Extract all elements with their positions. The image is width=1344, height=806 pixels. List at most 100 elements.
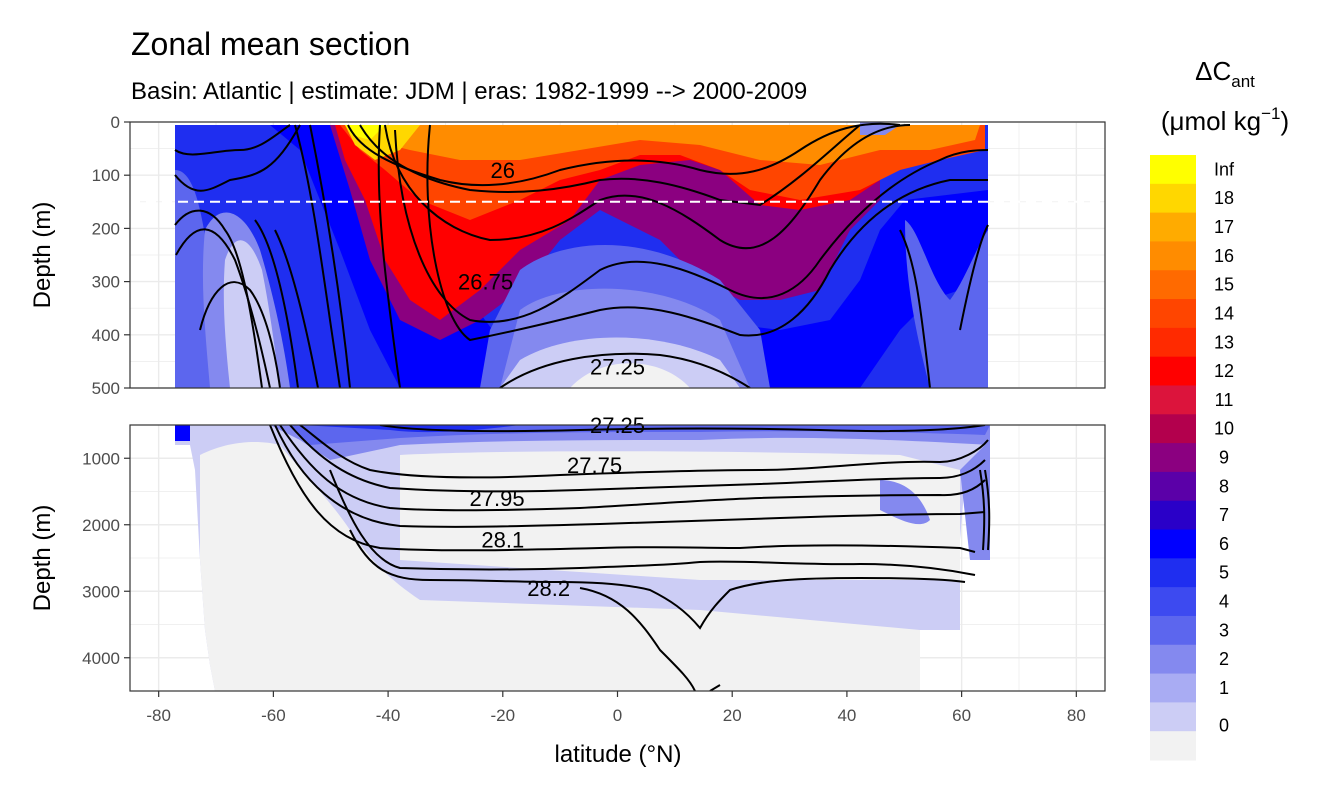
chart-title: Zonal mean section — [131, 26, 410, 62]
contour-u14 — [394, 129, 989, 323]
contour-u6 — [254, 219, 299, 388]
y-tick-label: 4000 — [82, 649, 120, 668]
legend-swatch — [1150, 731, 1196, 761]
legend-swatch — [1150, 443, 1196, 473]
contour-l9 — [579, 587, 696, 691]
cant-fill-l2 — [200, 442, 920, 691]
contour-l2 — [299, 425, 989, 479]
legend-level-label: 18 — [1214, 188, 1234, 208]
legend-swatch — [1150, 702, 1196, 732]
contour-u3 — [174, 209, 263, 388]
cant-fill-u9 — [345, 125, 980, 165]
legend-swatch — [1150, 385, 1196, 415]
legend-level-label: 0 — [1219, 715, 1229, 735]
legend-swatch — [1150, 673, 1196, 703]
contour-l3 — [289, 425, 986, 493]
x-tick-label: 40 — [837, 706, 856, 725]
legend-level-label: 5 — [1219, 563, 1229, 583]
upper-panel-contours — [174, 122, 989, 388]
x-tick-label: 60 — [952, 706, 971, 725]
contour-u13 — [384, 124, 911, 250]
legend-swatch — [1150, 644, 1196, 675]
legend-level-label: 9 — [1219, 448, 1229, 468]
legend-swatch — [1150, 299, 1196, 329]
legend-level-label: 10 — [1214, 419, 1234, 439]
y-tick-label: 3000 — [82, 582, 120, 601]
x-tick-label: 20 — [723, 706, 742, 725]
legend-swatch — [1150, 615, 1196, 646]
x-tick-label: 80 — [1067, 706, 1086, 725]
legend-swatch — [1150, 587, 1196, 617]
legend-level-label: 13 — [1214, 332, 1234, 352]
lower-y-axis: 1000 2000 3000 4000 — [82, 449, 130, 668]
legend-swatch — [1150, 529, 1196, 559]
density-contour-label: 26.75 — [458, 270, 513, 295]
legend-swatch — [1150, 500, 1196, 531]
contour-u7 — [274, 229, 319, 388]
y-tick-label: 300 — [92, 273, 120, 292]
x-tick-label: -40 — [376, 706, 401, 725]
upper-panel-fill — [175, 122, 988, 388]
upper-panel: 26 26.75 27.25 0 100 200 300 400 500 — [92, 113, 1106, 398]
legend-level-label: 16 — [1214, 246, 1234, 266]
contour-u12 — [359, 124, 861, 207]
upper-y-axis: 0 100 200 300 400 500 — [92, 113, 130, 398]
legend-swatch — [1150, 155, 1196, 185]
legend-level-label: 14 — [1214, 303, 1234, 323]
y-tick-label: 500 — [92, 379, 120, 398]
legend-level-label: 7 — [1219, 505, 1229, 525]
density-contour-label: 27.25 — [590, 355, 645, 380]
legend-level-label: 11 — [1215, 390, 1234, 410]
x-tick-label: 0 — [613, 706, 622, 725]
upper-contour-labels: 26 26.75 27.25 — [458, 158, 645, 380]
contour-l4 — [279, 425, 986, 512]
legend-level-label: 4 — [1219, 592, 1229, 612]
legend-colorbar — [1150, 155, 1196, 761]
legend-level-label: 12 — [1214, 361, 1234, 381]
legend-title: ΔCant — [1195, 56, 1255, 91]
y-tick-label: 0 — [111, 113, 120, 132]
contour-l11 — [979, 469, 986, 551]
y-tick-label: 2000 — [82, 516, 120, 535]
legend: ΔCant (μmol kg−1) Inf1817161514131211109… — [1150, 56, 1289, 761]
legend-title-main: ΔC — [1195, 56, 1231, 86]
y-tick-label: 200 — [92, 219, 120, 238]
cant-fill-l7 — [880, 480, 930, 525]
contour-u8 — [294, 124, 341, 388]
contour-u1 — [174, 124, 291, 156]
contour-u18 — [959, 224, 989, 331]
density-contour-label: 27.95 — [470, 486, 525, 511]
cant-fill-l8 — [960, 440, 990, 560]
legend-level-label: Inf — [1214, 159, 1235, 179]
lower-panel-contours — [269, 425, 991, 691]
legend-unit: (μmol kg−1) — [1161, 104, 1289, 136]
contour-u17 — [899, 229, 931, 388]
contour-l5 — [274, 425, 986, 528]
contour-u2 — [174, 124, 301, 192]
legend-unit-main: (μmol kg — [1161, 106, 1261, 136]
density-contour-label: 27.75 — [567, 453, 622, 478]
legend-title-subscript: ant — [1231, 72, 1255, 91]
cant-fill-u14 — [500, 337, 740, 388]
lower-panel-fill — [175, 425, 990, 691]
legend-swatch — [1150, 241, 1196, 271]
y-tick-label: 100 — [92, 166, 120, 185]
x-axis: -80 -60 -40 -20 0 20 40 60 80 — [146, 691, 1086, 725]
legend-level-label: 2 — [1219, 649, 1229, 669]
legend-level-label: 8 — [1219, 476, 1229, 496]
y-tick-label: 400 — [92, 326, 120, 345]
density-contour-label: 26 — [491, 158, 515, 183]
contour-u11 — [347, 122, 901, 187]
y-tick-label: 1000 — [82, 449, 120, 468]
contour-l8 — [349, 529, 966, 630]
contour-l10 — [709, 684, 721, 691]
legend-unit-superscript: −1 — [1261, 104, 1280, 123]
x-axis-title: latitude (°N) — [555, 741, 682, 768]
contour-l6 — [269, 425, 976, 553]
cant-fill-l3 — [400, 451, 960, 580]
x-tick-label: -60 — [261, 706, 286, 725]
legend-swatch — [1150, 212, 1196, 243]
contour-u10 — [377, 124, 401, 388]
legend-level-label: 3 — [1219, 620, 1229, 640]
